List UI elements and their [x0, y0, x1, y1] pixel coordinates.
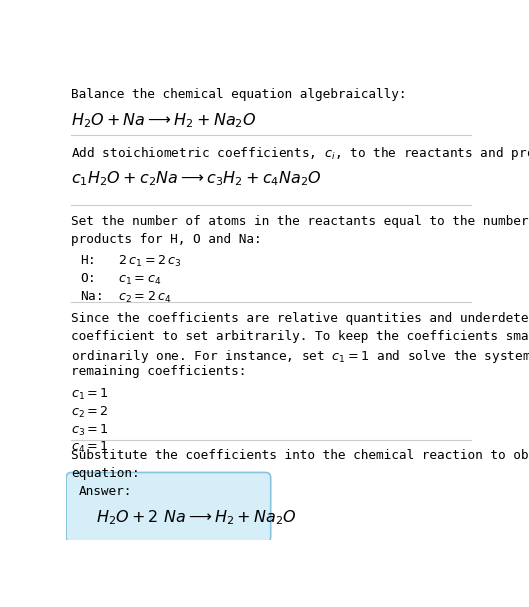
Text: equation:: equation:	[71, 467, 140, 480]
Text: products for H, O and Na:: products for H, O and Na:	[71, 233, 262, 246]
Text: Answer:: Answer:	[78, 485, 132, 498]
Text: $H_2O + Na \longrightarrow H_2 + Na_2O$: $H_2O + Na \longrightarrow H_2 + Na_2O$	[71, 111, 257, 130]
Text: H:   $2\,c_1 = 2\,c_3$: H: $2\,c_1 = 2\,c_3$	[80, 254, 182, 270]
Text: Since the coefficients are relative quantities and underdetermined, choose a: Since the coefficients are relative quan…	[71, 312, 529, 325]
Text: Add stoichiometric coefficients, $c_i$, to the reactants and products:: Add stoichiometric coefficients, $c_i$, …	[71, 145, 529, 162]
Text: $c_2 = 2$: $c_2 = 2$	[71, 405, 108, 420]
Text: $c_1 = 1$: $c_1 = 1$	[71, 387, 109, 402]
Text: remaining coefficients:: remaining coefficients:	[71, 365, 247, 378]
Text: Balance the chemical equation algebraically:: Balance the chemical equation algebraica…	[71, 88, 407, 101]
FancyBboxPatch shape	[66, 472, 271, 542]
Text: $c_3 = 1$: $c_3 = 1$	[71, 422, 109, 438]
Text: ordinarily one. For instance, set $c_1 = 1$ and solve the system of equations fo: ordinarily one. For instance, set $c_1 =…	[71, 348, 529, 365]
Text: Substitute the coefficients into the chemical reaction to obtain the balanced: Substitute the coefficients into the che…	[71, 449, 529, 462]
Text: Na:  $c_2 = 2\,c_4$: Na: $c_2 = 2\,c_4$	[80, 290, 172, 305]
Text: $H_2O + 2\ Na \longrightarrow H_2 + Na_2O$: $H_2O + 2\ Na \longrightarrow H_2 + Na_2…	[96, 509, 296, 527]
Text: $c_1 H_2O + c_2 Na \longrightarrow c_3 H_2 + c_4 Na_2O$: $c_1 H_2O + c_2 Na \longrightarrow c_3 H…	[71, 169, 322, 188]
Text: O:   $c_1 = c_4$: O: $c_1 = c_4$	[80, 272, 162, 287]
Text: coefficient to set arbitrarily. To keep the coefficients small, the arbitrary va: coefficient to set arbitrarily. To keep …	[71, 330, 529, 343]
Text: $c_4 = 1$: $c_4 = 1$	[71, 440, 109, 455]
Text: Set the number of atoms in the reactants equal to the number of atoms in the: Set the number of atoms in the reactants…	[71, 215, 529, 228]
